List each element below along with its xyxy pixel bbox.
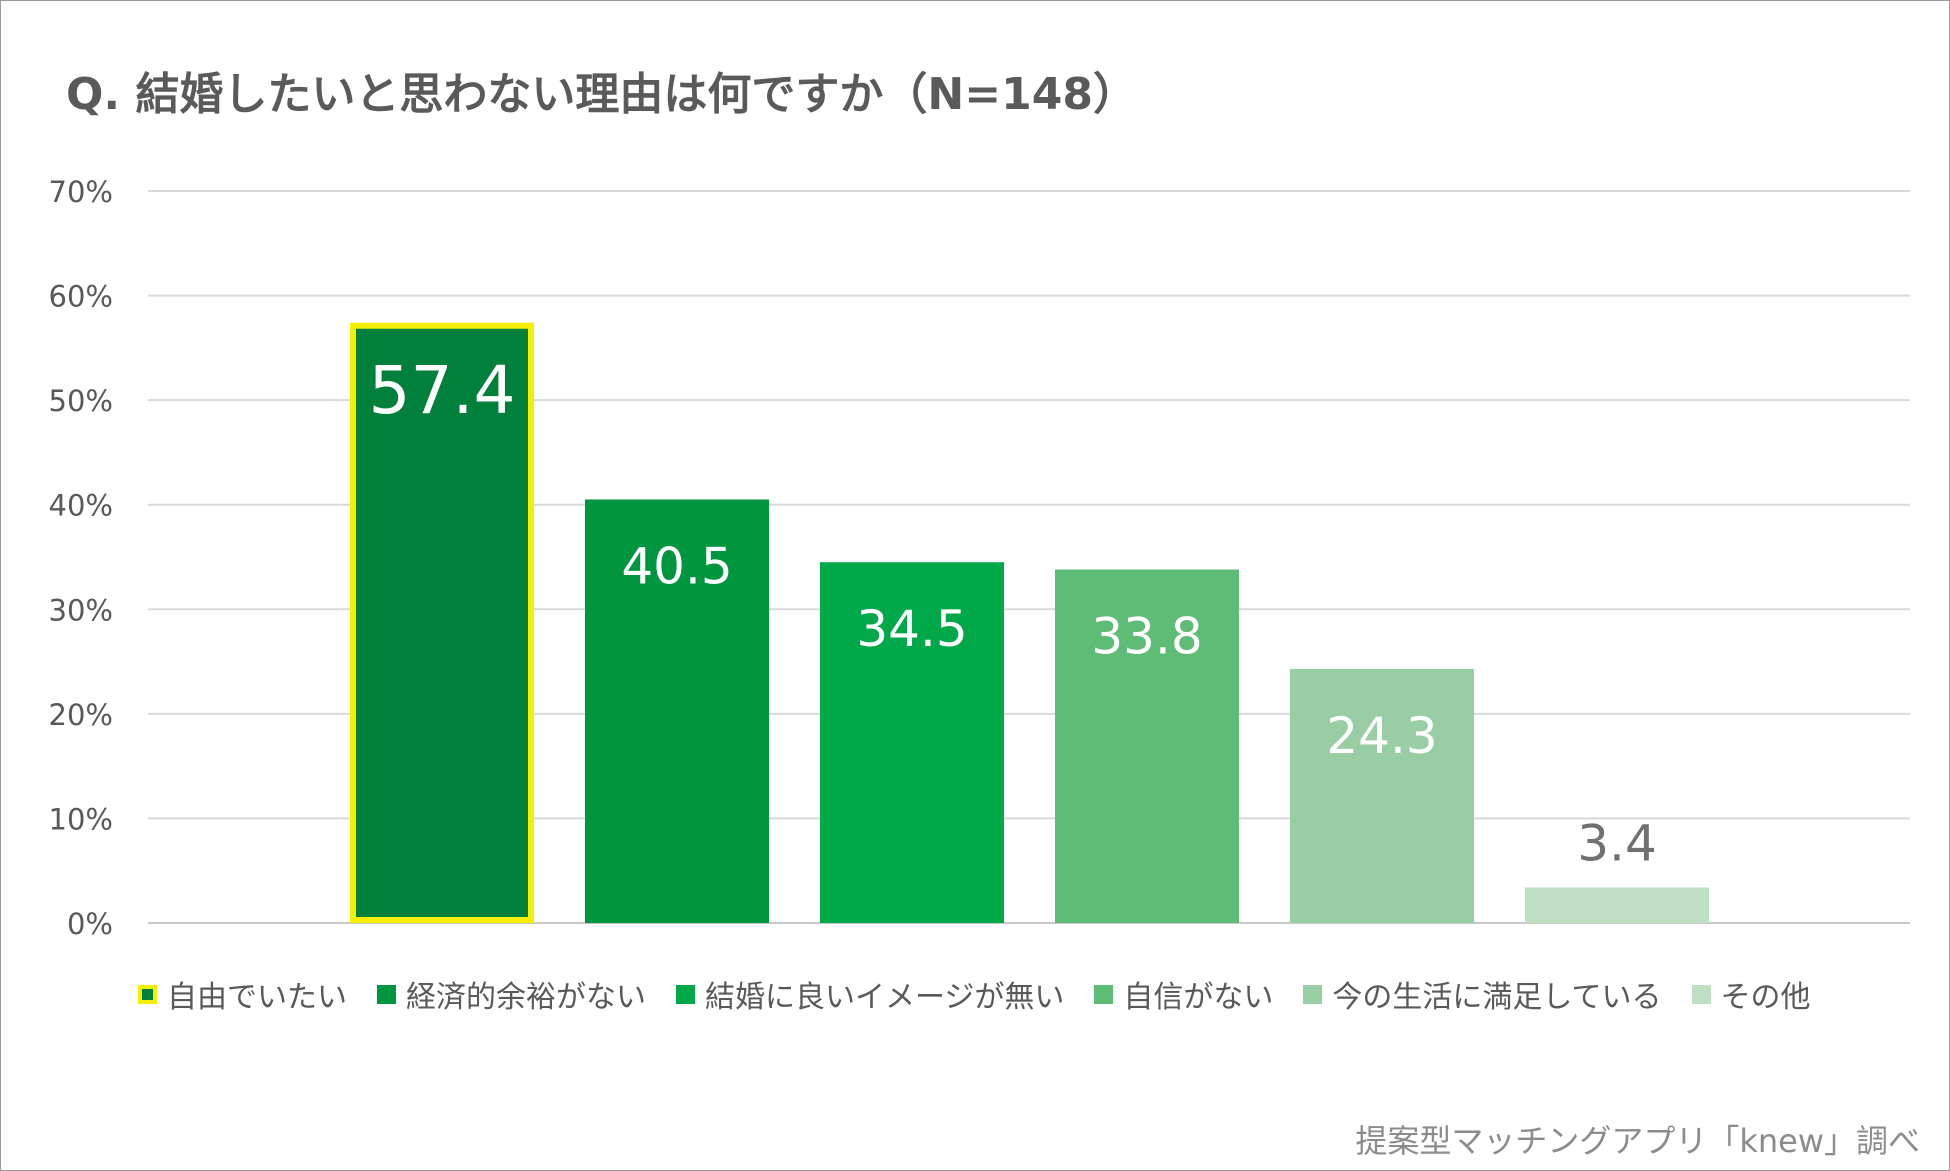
- legend-item-0: 自由でいたい: [138, 972, 347, 1016]
- legend-item-1: 経済的余裕がない: [377, 972, 646, 1016]
- bar-value-label-3: 33.8: [1091, 608, 1202, 666]
- y-tick-label-2: 20%: [49, 698, 113, 732]
- bar-2: [820, 562, 1004, 923]
- y-tick-label-0: 0%: [67, 907, 113, 941]
- legend-label-4: 今の生活に満足している: [1332, 980, 1662, 1015]
- legend-label-1: 経済的余裕がない: [406, 980, 646, 1015]
- legend-swatch-2: [676, 984, 695, 1004]
- legend-item-4: 今の生活に満足している: [1303, 972, 1662, 1016]
- bar-value-label-4: 24.3: [1326, 707, 1437, 765]
- legend-label-5: その他: [1720, 980, 1811, 1015]
- bar-1: [585, 499, 769, 923]
- bar-value-label-5: 3.4: [1577, 814, 1657, 872]
- bar-3: [1055, 569, 1239, 923]
- legend-swatch-3: [1094, 984, 1114, 1004]
- y-tick-label-4: 40%: [49, 489, 113, 523]
- y-tick-label-1: 10%: [49, 802, 113, 836]
- bar-0: [350, 322, 534, 923]
- y-tick-label-7: 70%: [49, 175, 113, 209]
- y-tick-label-3: 30%: [49, 593, 113, 627]
- bar-4: [1290, 668, 1474, 923]
- source-note: 提案型マッチングアプリ「knew」調べ: [1355, 1122, 1920, 1160]
- legend-label-0: 自由でいたい: [167, 980, 347, 1015]
- chart-title: Q. 結婚したいと思わない理由は何ですか（N=148）: [66, 69, 1137, 120]
- legend-label-3: 自信がない: [1123, 980, 1274, 1015]
- legend-swatch-0: [138, 984, 157, 1004]
- legend-item-2: 結婚に良いイメージが無い: [676, 972, 1064, 1016]
- bar-value-label-2: 34.5: [856, 600, 967, 658]
- legend-swatch-1: [377, 984, 396, 1004]
- legend-item-5: その他: [1691, 972, 1811, 1016]
- legend-item-3: 自信がない: [1094, 972, 1273, 1016]
- y-tick-label-6: 60%: [49, 280, 113, 314]
- bar-value-label-0: 57.4: [369, 352, 516, 429]
- chart-legend: 自由でいたい 経済的余裕がない 結婚に良いイメージが無い 自信がない 今の生活に…: [138, 972, 1841, 1016]
- bar-5: [1525, 887, 1709, 923]
- legend-swatch-5: [1691, 984, 1711, 1004]
- bar-value-label-1: 40.5: [621, 537, 732, 595]
- legend-label-2: 結婚に良いイメージが無い: [705, 980, 1065, 1015]
- legend-swatch-4: [1303, 984, 1323, 1004]
- y-tick-label-5: 50%: [49, 384, 113, 418]
